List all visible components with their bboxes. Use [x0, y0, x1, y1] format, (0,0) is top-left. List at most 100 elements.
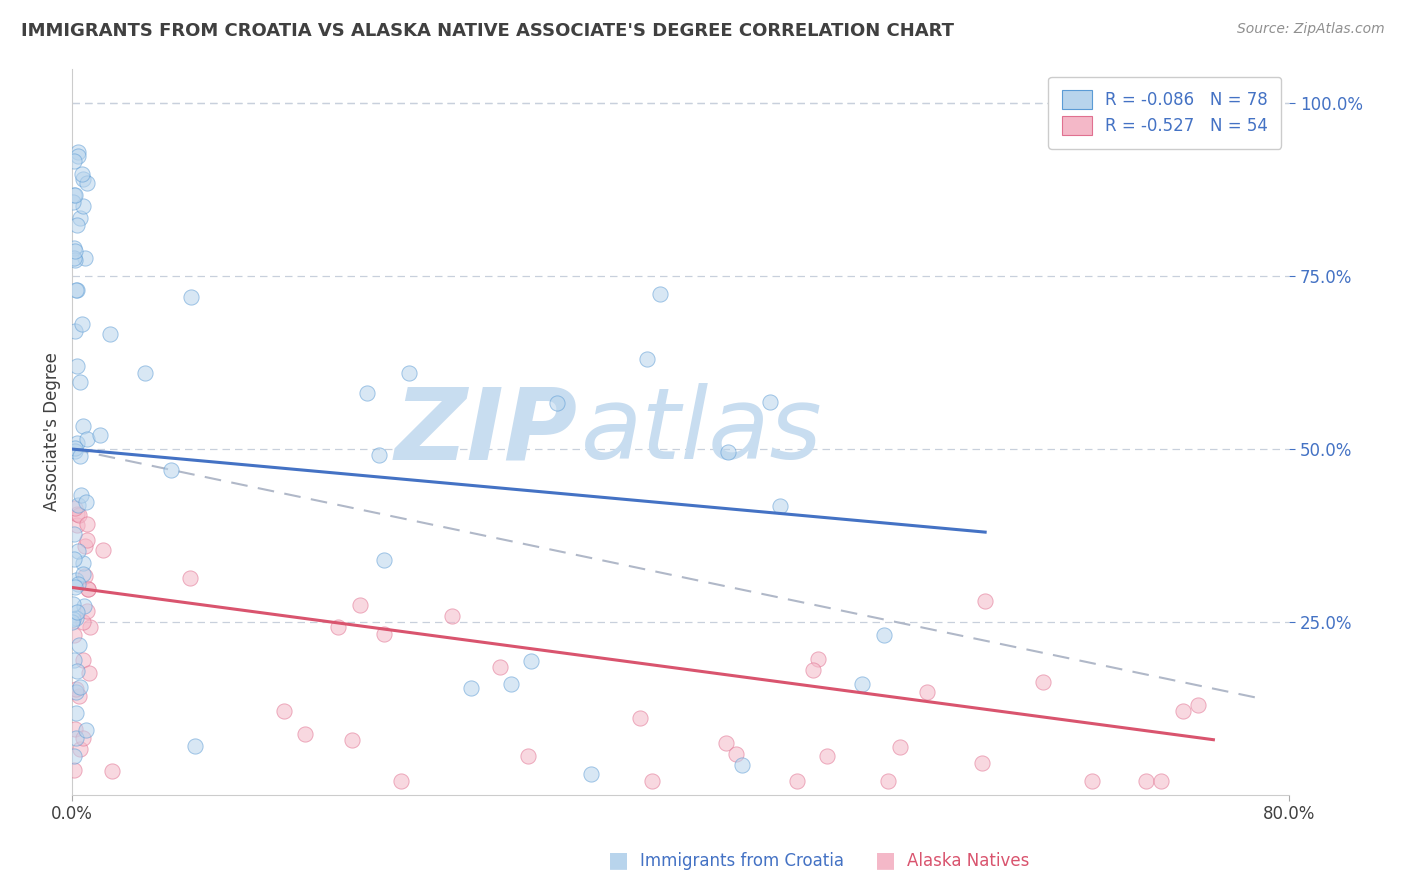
Point [877, 774, 900, 789]
Point [75, 252, 97, 266]
Point [581, 767, 603, 781]
Point [75, 723, 97, 737]
Point [60, 615, 83, 629]
Point [62, 611, 84, 625]
Point [63, 251, 86, 265]
Point [915, 685, 938, 699]
Point [63, 552, 86, 566]
Point [373, 553, 395, 567]
Point [79, 620, 101, 634]
Point [63, 444, 86, 458]
Point [76, 176, 98, 190]
Point [65, 731, 87, 745]
Point [66, 517, 89, 532]
Point [72, 567, 94, 582]
Point [72, 418, 94, 433]
Point [641, 774, 664, 789]
Point [889, 739, 911, 754]
Point [73, 569, 96, 583]
Point [62, 527, 84, 541]
Point [72, 653, 94, 667]
Point [89, 428, 111, 442]
Point [63, 749, 86, 764]
Text: Immigrants from Croatia: Immigrants from Croatia [640, 852, 844, 870]
Point [807, 652, 830, 666]
Point [389, 774, 412, 789]
Point [91, 542, 114, 557]
Point [70, 167, 93, 181]
Point [69, 450, 91, 464]
Point [72, 317, 94, 331]
Point [72, 557, 94, 571]
Point [63, 500, 86, 515]
Point [724, 747, 747, 762]
Point [72, 731, 94, 746]
Point [67, 508, 90, 523]
Point [815, 749, 838, 764]
Point [714, 736, 737, 750]
Point [768, 499, 790, 513]
Point [759, 395, 782, 409]
Point [67, 689, 90, 703]
Point [101, 764, 124, 778]
Point [65, 325, 87, 339]
Point [63, 441, 86, 455]
Point [63, 764, 86, 778]
Point [63, 188, 86, 202]
Point [76, 604, 98, 618]
Text: ■: ■ [609, 850, 628, 870]
Point [63, 722, 86, 736]
Point [67, 499, 90, 513]
Point [63, 253, 86, 268]
Point [636, 352, 658, 367]
Point [65, 507, 87, 521]
Point [731, 758, 754, 772]
Point [76, 533, 98, 547]
Point [66, 664, 89, 678]
Point [630, 711, 652, 725]
Point [66, 149, 89, 163]
Point [67, 543, 90, 558]
Point [134, 366, 156, 380]
Point [63, 244, 86, 259]
Point [62, 195, 84, 210]
Point [72, 172, 94, 186]
Text: ZIP: ZIP [394, 384, 578, 480]
Point [180, 290, 202, 304]
Point [501, 677, 523, 691]
Point [69, 375, 91, 389]
Point [65, 611, 87, 625]
Text: atlas: atlas [581, 384, 823, 480]
Point [1080, 774, 1102, 789]
Point [1187, 698, 1209, 712]
Point [786, 774, 808, 789]
Point [98, 326, 121, 341]
Point [1150, 774, 1173, 789]
Point [970, 756, 993, 770]
Point [273, 704, 295, 718]
Point [160, 463, 183, 477]
Point [77, 582, 100, 596]
Point [65, 359, 87, 374]
Point [460, 681, 482, 695]
Point [63, 188, 86, 202]
Point [76, 516, 98, 531]
Text: Source: ZipAtlas.com: Source: ZipAtlas.com [1237, 22, 1385, 37]
Point [66, 218, 89, 232]
Point [66, 576, 89, 591]
Point [69, 742, 91, 756]
Point [717, 445, 740, 459]
Point [65, 685, 87, 699]
Point [67, 638, 90, 652]
Point [63, 653, 86, 667]
Point [517, 748, 540, 763]
Point [63, 628, 86, 642]
Point [851, 677, 873, 691]
Point [440, 609, 463, 624]
Point [73, 599, 96, 614]
Point [974, 594, 997, 608]
Point [294, 727, 316, 741]
Point [73, 539, 96, 553]
Point [326, 620, 349, 634]
Point [373, 627, 395, 641]
